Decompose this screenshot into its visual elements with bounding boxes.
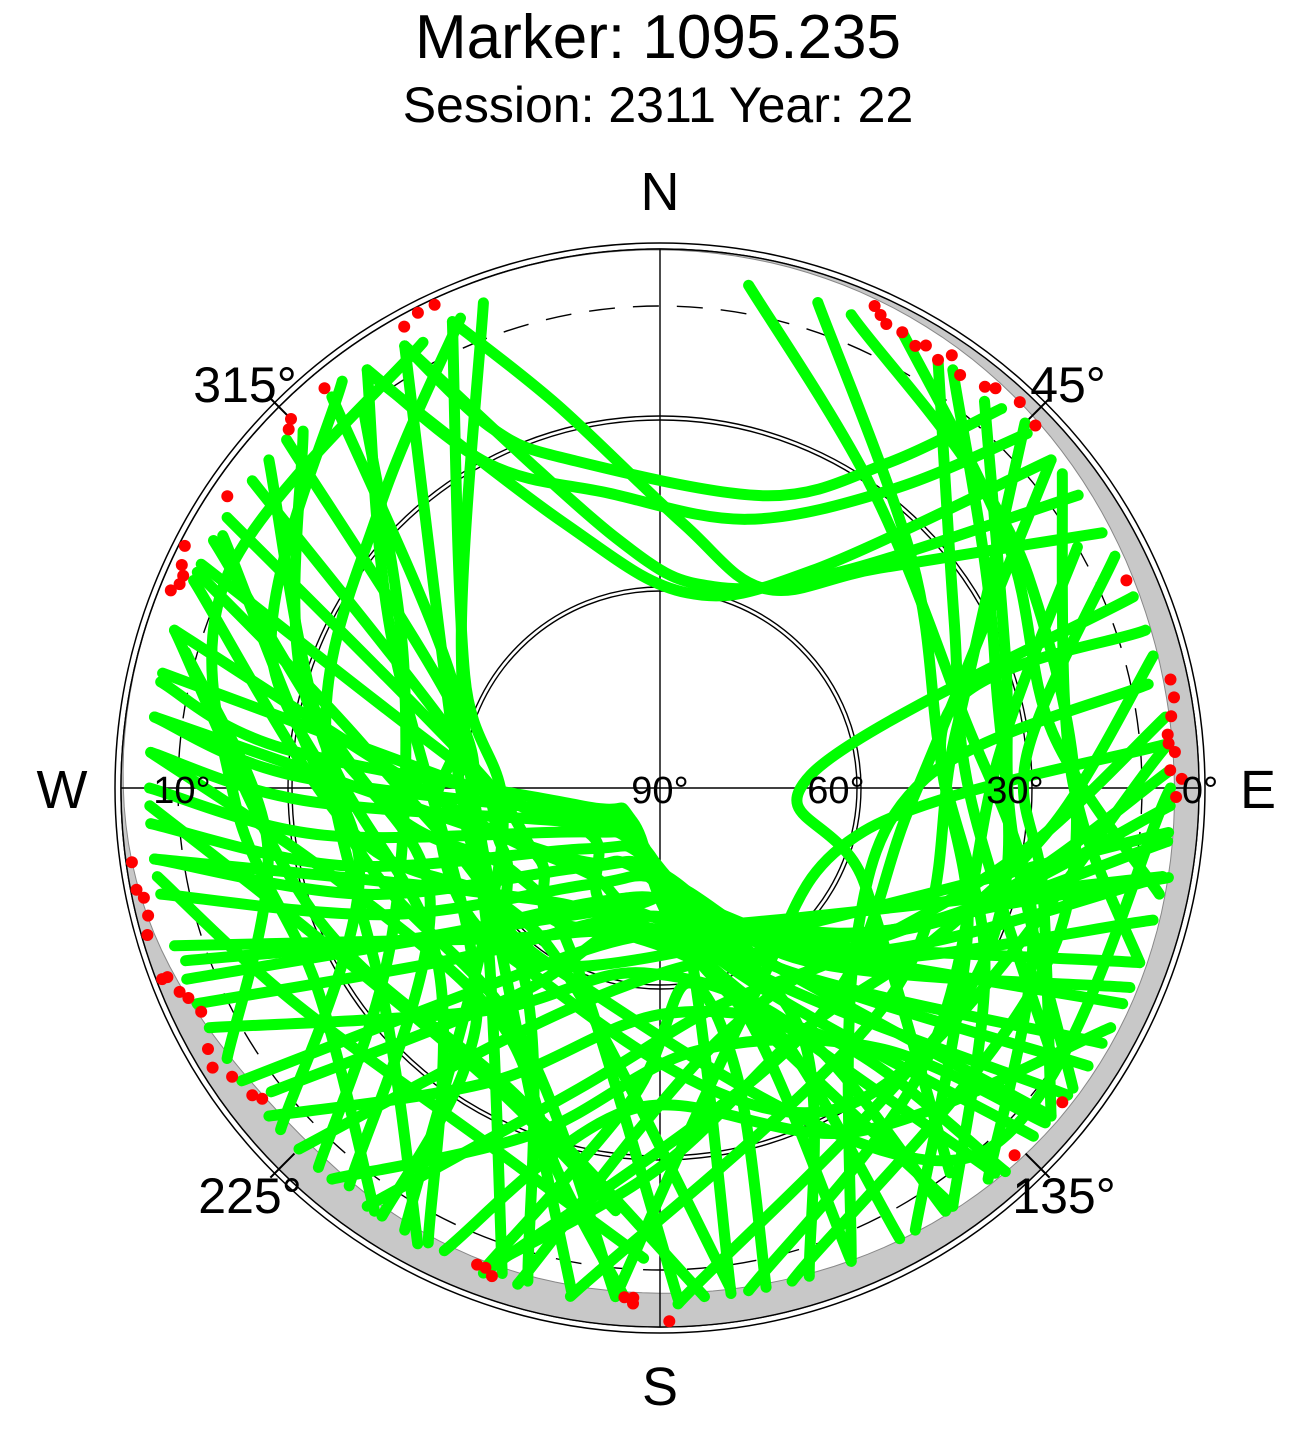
- east-label: E: [1240, 760, 1276, 820]
- observation-point: [256, 1092, 269, 1105]
- satellite-track: [149, 853, 1136, 993]
- satellite-track: [812, 297, 991, 1212]
- observation-point: [1008, 1149, 1021, 1162]
- observation-point: [978, 380, 991, 393]
- observation-point: [1168, 746, 1181, 758]
- satellite-track: [188, 574, 736, 1294]
- observation-point: [182, 992, 195, 1004]
- satellite-track: [1017, 550, 1121, 1122]
- chart-subtitle: Session: 2311 Year: 22: [402, 77, 914, 133]
- observation-point: [868, 300, 881, 312]
- satellite-track: [446, 316, 1108, 597]
- observation-point: [1029, 419, 1042, 432]
- satellite-track: [208, 535, 684, 1304]
- observation-point: [221, 490, 234, 503]
- satellite-tracks: [144, 279, 1176, 1310]
- observation-point: [164, 584, 177, 597]
- observation-point: [195, 1005, 208, 1018]
- satellite-track: [399, 340, 1084, 595]
- observation-point: [141, 929, 154, 941]
- elevation-tick-label: 10°: [153, 770, 210, 812]
- observation-point: [485, 1270, 498, 1283]
- satellite-track: [361, 364, 1033, 525]
- observation-point: [142, 909, 155, 922]
- observation-point: [954, 369, 967, 381]
- elevation-tick-label: 90°: [631, 770, 688, 812]
- observation-point: [428, 298, 441, 311]
- observation-point: [1168, 691, 1180, 704]
- low-observations: [125, 298, 1188, 1328]
- observation-point: [411, 306, 424, 319]
- observation-point: [173, 578, 186, 591]
- satellite-track: [144, 800, 622, 1217]
- observation-point: [932, 353, 944, 366]
- satellite-track: [155, 870, 1159, 966]
- observation-point: [1164, 764, 1177, 777]
- satellite-track: [203, 967, 951, 1217]
- satellite-track: [155, 676, 959, 1212]
- observation-point: [318, 382, 331, 395]
- observation-point: [178, 539, 191, 552]
- azimuth-tick-label: 45°: [1030, 357, 1106, 413]
- azimuth-tick: [269, 1152, 296, 1179]
- observation-point: [1162, 737, 1175, 750]
- observation-point: [206, 1061, 219, 1074]
- observation-point: [945, 349, 958, 362]
- chart-title: Marker: 1095.235: [415, 3, 901, 72]
- satellite-track: [145, 818, 1108, 1049]
- satellite-track: [399, 340, 1008, 502]
- observation-point: [398, 320, 411, 333]
- observation-point: [173, 985, 186, 998]
- satellite-track: [672, 364, 1015, 1310]
- outer-frame-ring: [114, 242, 1206, 1334]
- west-label: W: [37, 760, 88, 820]
- observation-point: [919, 339, 932, 352]
- azimuth-tick-label: 225°: [198, 1168, 301, 1224]
- observation-point: [874, 309, 887, 321]
- satellite-track: [206, 336, 429, 1217]
- observation-point: [137, 891, 150, 904]
- observation-point: [285, 413, 297, 425]
- observation-point: [1120, 574, 1133, 587]
- observation-point: [880, 318, 893, 330]
- elevation-tick-label: 30°: [986, 770, 1043, 812]
- observation-point: [989, 382, 1002, 395]
- elevation-tick-label: 0°: [1182, 770, 1218, 812]
- observation-point: [282, 423, 295, 436]
- observation-point: [1013, 396, 1026, 409]
- elevation-tick-label: 60°: [807, 770, 864, 812]
- north-label: N: [641, 162, 680, 222]
- observation-point: [161, 971, 174, 984]
- observation-point: [246, 1089, 259, 1102]
- observation-point: [1161, 728, 1174, 741]
- observation-point: [175, 559, 188, 571]
- observation-point: [1170, 791, 1183, 803]
- satellite-track: [361, 711, 1171, 1212]
- azimuth-tick-label: 315°: [193, 357, 296, 413]
- observation-point: [1165, 710, 1178, 723]
- observation-point: [226, 1070, 239, 1083]
- satellite-track: [180, 871, 1169, 967]
- azimuth-tick-label: 135°: [1012, 1168, 1115, 1224]
- observation-point: [130, 883, 143, 896]
- observation-point: [627, 1291, 640, 1304]
- observation-point: [663, 1315, 676, 1328]
- observation-point: [1164, 673, 1177, 686]
- satellite-track: [477, 454, 1057, 1279]
- south-label: S: [642, 1357, 678, 1417]
- azimuth-tick: [1024, 397, 1051, 424]
- azimuth-tick: [1024, 1152, 1051, 1179]
- observation-point: [1175, 772, 1188, 785]
- observation-point: [125, 856, 138, 869]
- observation-point: [618, 1291, 631, 1304]
- observation-point: [1056, 1096, 1069, 1109]
- observation-point: [896, 326, 909, 339]
- observation-point: [202, 1043, 214, 1055]
- observation-point: [471, 1258, 484, 1271]
- observation-point: [909, 339, 922, 352]
